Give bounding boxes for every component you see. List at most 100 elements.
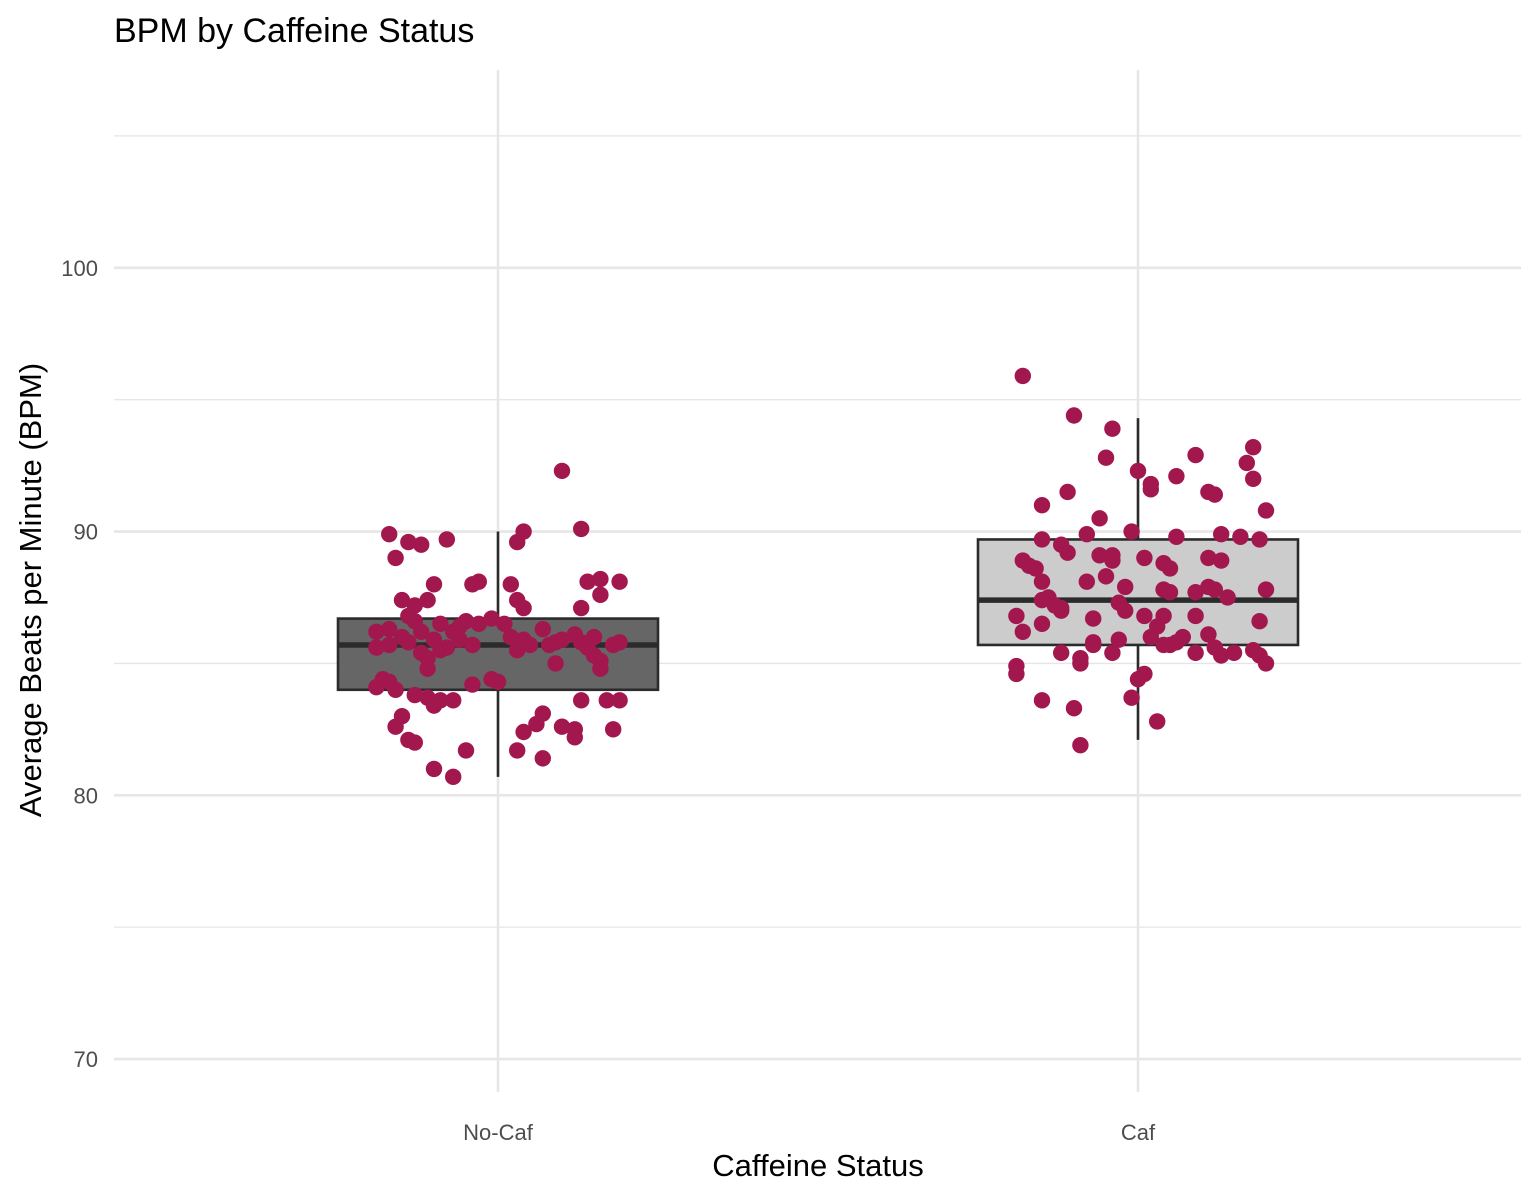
data-point <box>553 462 571 480</box>
data-point <box>406 686 423 704</box>
data-point <box>534 705 551 722</box>
data-point <box>598 692 615 709</box>
data-point <box>515 523 532 540</box>
data-point <box>553 631 571 648</box>
data-point <box>1232 528 1249 546</box>
data-point <box>1161 560 1179 577</box>
data-point <box>483 610 500 627</box>
data-point <box>413 536 430 553</box>
data-point <box>425 576 443 593</box>
data-point <box>1117 602 1134 619</box>
data-point <box>1168 528 1185 546</box>
data-point <box>1059 483 1076 501</box>
box-no-caf <box>336 531 660 777</box>
data-point <box>387 681 404 698</box>
data-point <box>1014 623 1031 640</box>
data-point <box>489 673 507 691</box>
data-point <box>1033 573 1051 590</box>
data-point <box>470 573 487 590</box>
data-point <box>566 729 583 746</box>
data-point <box>1129 671 1147 688</box>
data-point <box>1091 510 1108 527</box>
y-tick-label: 80 <box>74 783 98 808</box>
data-point <box>1053 644 1070 662</box>
data-point <box>419 660 436 677</box>
data-point <box>605 721 622 738</box>
data-point <box>573 599 590 617</box>
data-point <box>496 615 513 633</box>
data-point <box>1033 615 1051 633</box>
data-point <box>509 742 526 759</box>
data-point <box>464 636 481 654</box>
data-point <box>438 531 455 548</box>
data-point <box>1136 549 1153 567</box>
data-point <box>573 692 590 709</box>
data-point <box>451 631 468 648</box>
data-point <box>1110 631 1128 648</box>
data-point <box>1053 599 1070 617</box>
data-point <box>1174 628 1192 646</box>
data-point <box>1142 475 1160 493</box>
data-point <box>368 639 385 656</box>
data-point <box>1187 607 1204 625</box>
data-point <box>368 623 385 640</box>
data-point <box>1136 607 1153 625</box>
data-point <box>534 750 551 767</box>
data-point <box>1245 470 1262 487</box>
data-point <box>1065 700 1083 717</box>
data-point <box>592 586 609 604</box>
data-point <box>1213 552 1230 569</box>
data-point <box>1097 568 1115 585</box>
data-point <box>387 549 404 567</box>
data-point <box>1078 525 1096 543</box>
data-point <box>400 533 417 551</box>
data-point <box>547 655 564 672</box>
data-point <box>1104 552 1121 569</box>
data-point <box>1078 573 1096 590</box>
data-point <box>1014 367 1031 385</box>
data-point <box>1206 486 1224 503</box>
data-point <box>592 570 609 588</box>
data-point <box>553 718 571 735</box>
data-point <box>1245 438 1262 456</box>
data-point <box>1187 644 1204 662</box>
data-point <box>1117 578 1134 596</box>
data-point <box>1251 531 1268 548</box>
data-point <box>445 768 462 786</box>
data-point <box>393 707 411 725</box>
data-point <box>1065 407 1083 424</box>
data-point <box>1123 689 1140 706</box>
data-point <box>585 628 603 646</box>
data-point <box>1187 584 1204 601</box>
data-point <box>445 692 462 709</box>
data-point <box>1085 610 1102 627</box>
data-point <box>438 639 455 656</box>
data-point <box>1187 446 1204 464</box>
data-point <box>419 591 436 609</box>
data-point <box>400 634 417 651</box>
data-point <box>1161 584 1179 601</box>
data-point <box>1155 607 1172 625</box>
data-point <box>611 634 628 651</box>
data-point <box>1257 502 1275 519</box>
x-tick-label: Caf <box>1121 1120 1156 1145</box>
data-point <box>1213 525 1230 543</box>
data-point <box>1091 547 1108 564</box>
data-point <box>1206 581 1224 598</box>
data-point <box>502 628 519 646</box>
data-point <box>1219 589 1236 606</box>
data-point <box>393 591 411 609</box>
data-point <box>457 742 475 759</box>
data-point <box>1097 449 1115 466</box>
data-point <box>573 634 590 651</box>
data-point <box>1008 607 1025 625</box>
data-point <box>1033 531 1051 548</box>
data-point <box>432 692 449 709</box>
data-point <box>611 692 628 709</box>
data-point <box>1008 665 1025 683</box>
y-tick-label: 90 <box>74 520 98 545</box>
data-point <box>470 615 487 633</box>
data-point <box>1257 655 1275 672</box>
data-point <box>1085 636 1102 654</box>
